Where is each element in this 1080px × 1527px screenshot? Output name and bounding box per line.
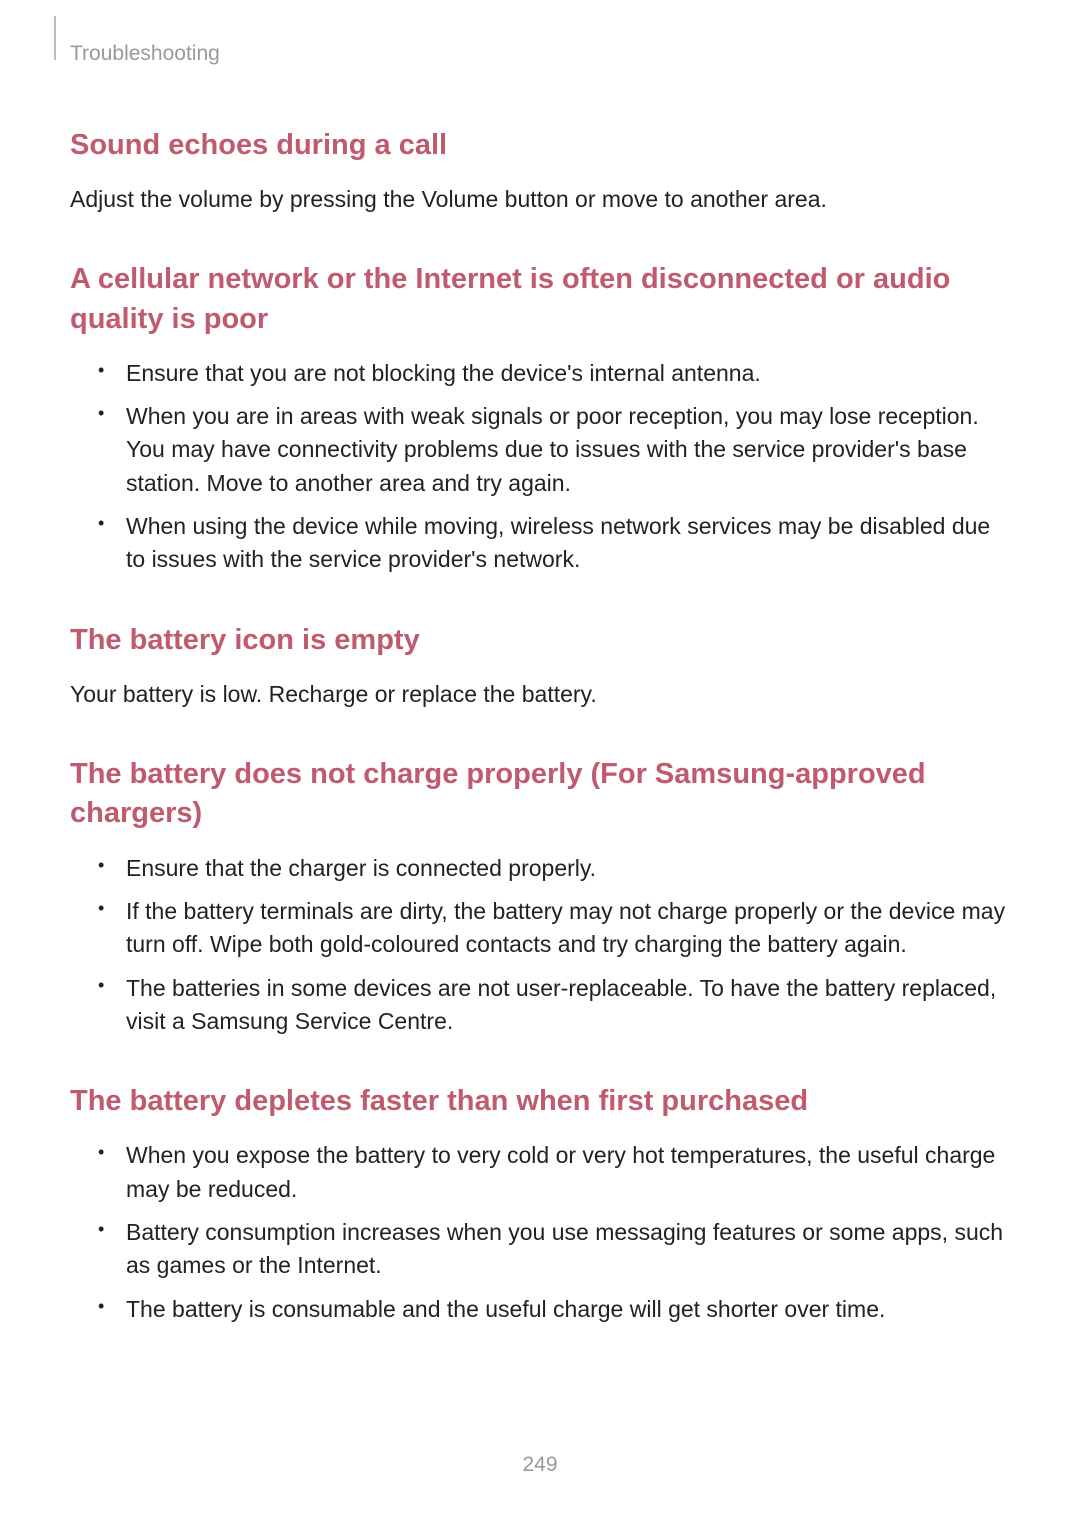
section-battery-not-charge: The battery does not charge properly (Fo… bbox=[70, 755, 1010, 1038]
section-heading: A cellular network or the Internet is of… bbox=[70, 260, 1010, 338]
header-divider bbox=[54, 16, 56, 60]
section-heading: The battery depletes faster than when fi… bbox=[70, 1082, 1010, 1121]
page-content: Troubleshooting Sound echoes during a ca… bbox=[0, 0, 1080, 1326]
section-heading: The battery icon is empty bbox=[70, 621, 1010, 660]
section-battery-icon-empty: The battery icon is empty Your battery i… bbox=[70, 621, 1010, 711]
breadcrumb: Troubleshooting bbox=[70, 42, 1010, 66]
bullet-list: When you expose the battery to very cold… bbox=[98, 1139, 1010, 1326]
page-number: 249 bbox=[0, 1453, 1080, 1477]
section-sound-echoes: Sound echoes during a call Adjust the vo… bbox=[70, 126, 1010, 216]
section-body: Your battery is low. Recharge or replace… bbox=[70, 678, 1010, 711]
list-item: If the battery terminals are dirty, the … bbox=[98, 895, 1010, 962]
list-item: Ensure that you are not blocking the dev… bbox=[98, 357, 1010, 390]
list-item: Ensure that the charger is connected pro… bbox=[98, 852, 1010, 885]
bullet-list: Ensure that you are not blocking the dev… bbox=[98, 357, 1010, 577]
section-cellular-network: A cellular network or the Internet is of… bbox=[70, 260, 1010, 576]
list-item: When you are in areas with weak signals … bbox=[98, 400, 1010, 500]
section-battery-depletes: The battery depletes faster than when fi… bbox=[70, 1082, 1010, 1326]
section-heading: The battery does not charge properly (Fo… bbox=[70, 755, 1010, 833]
list-item: The batteries in some devices are not us… bbox=[98, 972, 1010, 1039]
section-heading: Sound echoes during a call bbox=[70, 126, 1010, 165]
list-item: When using the device while moving, wire… bbox=[98, 510, 1010, 577]
list-item: Battery consumption increases when you u… bbox=[98, 1216, 1010, 1283]
section-body: Adjust the volume by pressing the Volume… bbox=[70, 183, 1010, 216]
bullet-list: Ensure that the charger is connected pro… bbox=[98, 852, 1010, 1039]
list-item: When you expose the battery to very cold… bbox=[98, 1139, 1010, 1206]
list-item: The battery is consumable and the useful… bbox=[98, 1293, 1010, 1326]
